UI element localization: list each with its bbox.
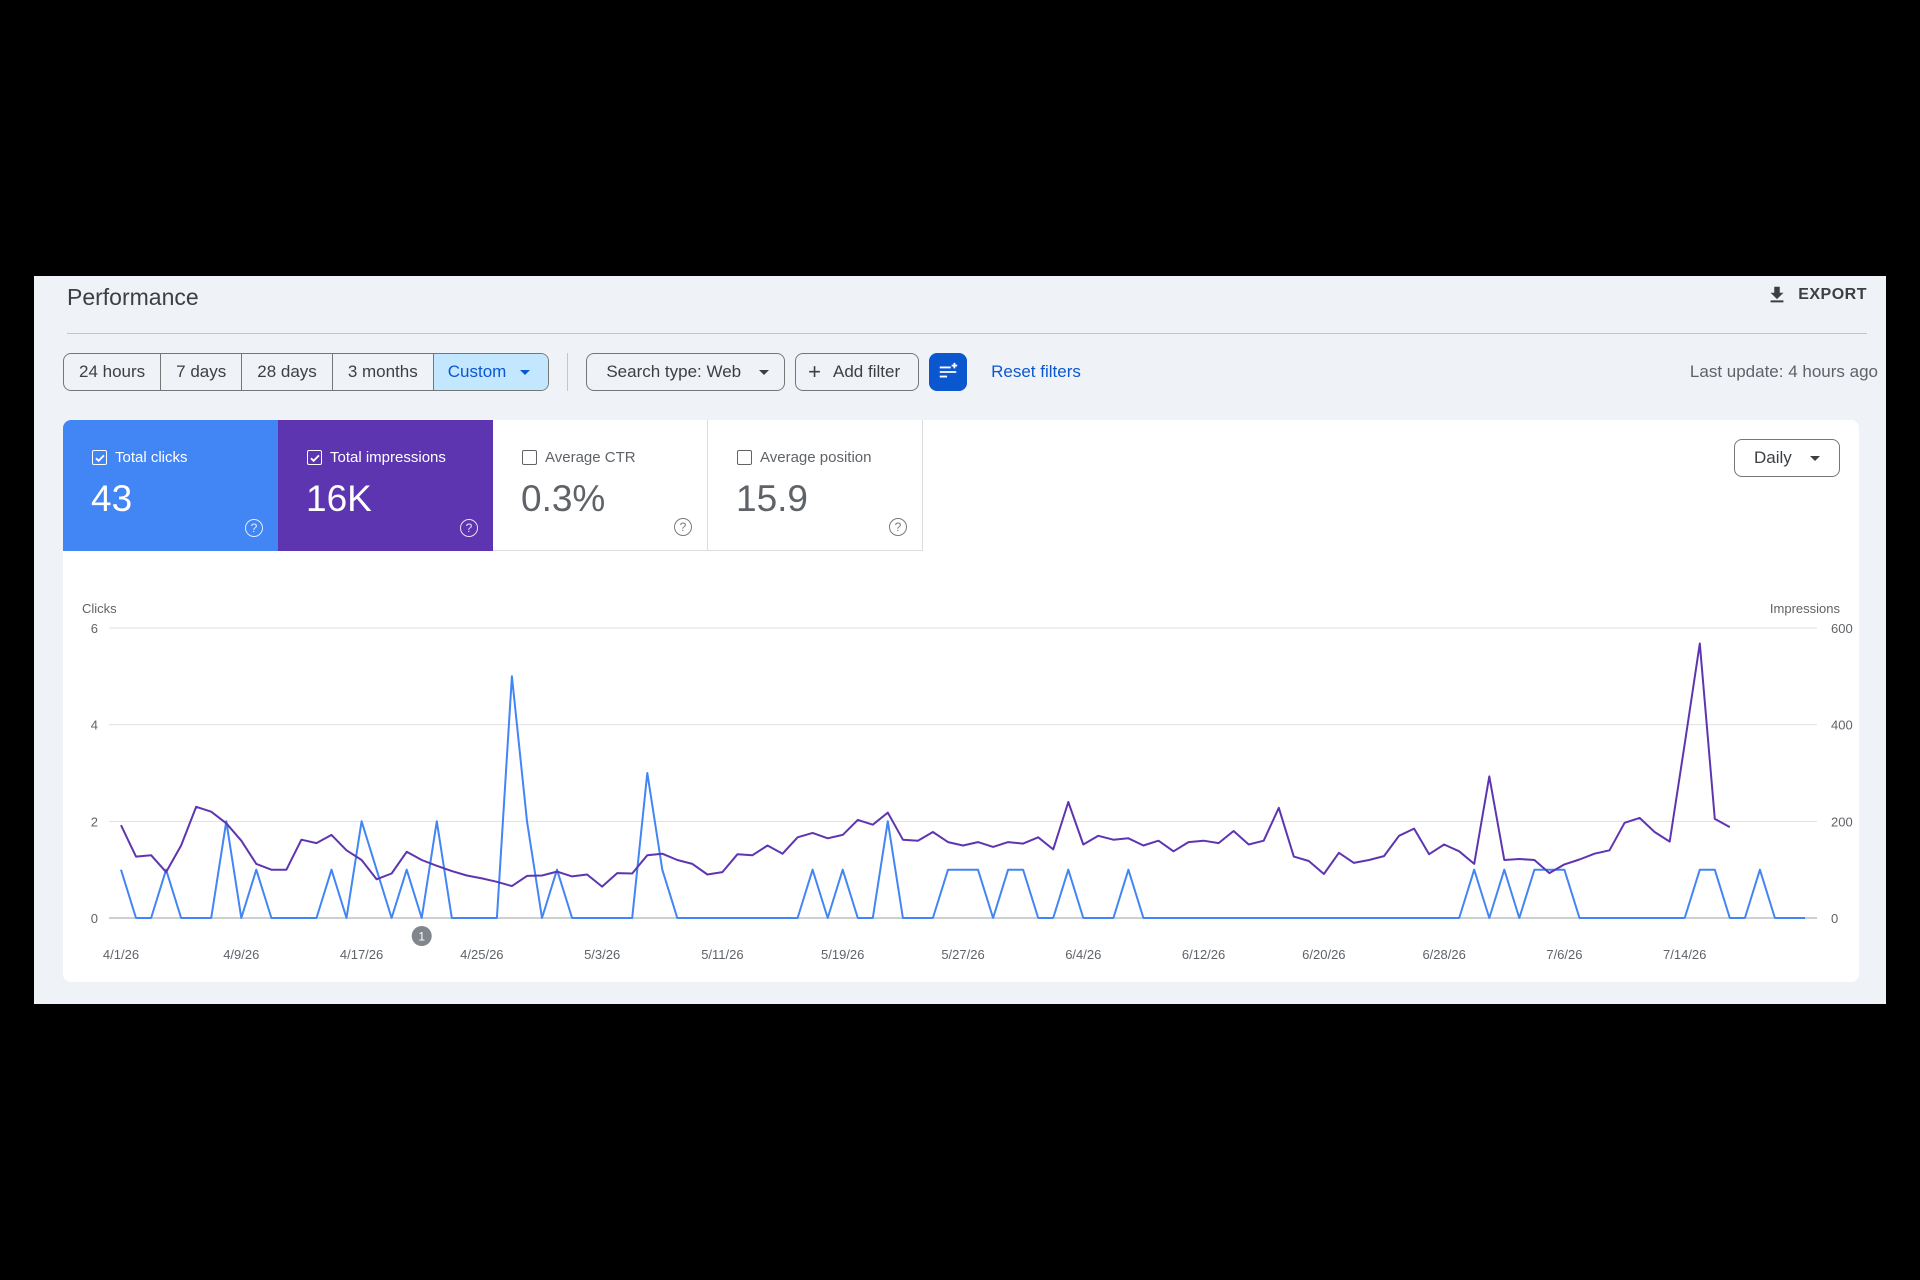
x-axis-tick-label: 5/19/26 — [821, 947, 864, 962]
filter-settings-button[interactable] — [929, 353, 968, 391]
left-axis-tick-label: 0 — [91, 911, 98, 926]
series-line-impressions — [120, 642, 1731, 888]
help-icon[interactable]: ? — [460, 519, 478, 537]
x-axis-tick-label: 4/1/26 — [103, 947, 139, 962]
metric-value: 0.3% — [521, 478, 606, 519]
help-icon[interactable]: ? — [245, 519, 263, 537]
x-axis-tick-label: 6/4/26 — [1065, 947, 1101, 962]
performance-card: Total clicks 43 ? Total impressions 16K … — [63, 420, 1859, 982]
metric-tile-header: Total impressions — [307, 449, 446, 466]
page-title: Performance — [67, 284, 199, 310]
caret-down-icon — [759, 369, 770, 375]
date-range-selector: 24 hours 7 days 28 days 3 months Custom — [63, 353, 550, 391]
add-filter-button[interactable]: + Add filter — [795, 353, 920, 391]
right-axis-tick-label: 200 — [1831, 814, 1853, 829]
range-custom-button[interactable]: Custom — [433, 354, 549, 390]
left-axis-label: Clicks — [82, 601, 117, 616]
performance-panel: Performance EXPORT 24 hours 7 days 28 da… — [34, 276, 1886, 1004]
left-axis-tick-label: 6 — [91, 621, 98, 636]
filter-sliders-icon — [939, 362, 958, 378]
right-axis-tick-label: 400 — [1831, 718, 1853, 733]
metric-label: Average CTR — [545, 449, 636, 466]
x-axis-tick-label: 7/14/26 — [1663, 947, 1706, 962]
x-axis-tick-label: 4/25/26 — [460, 947, 503, 962]
metric-tile-average-ctr[interactable]: Average CTR 0.3% ? — [493, 420, 708, 551]
x-axis-tick-label: 4/9/26 — [223, 947, 259, 962]
right-axis-tick-label: 0 — [1831, 911, 1838, 926]
range-7-days-button[interactable]: 7 days — [161, 354, 243, 390]
search-type-dropdown[interactable]: Search type: Web — [586, 353, 786, 391]
metric-value: 15.9 — [736, 478, 809, 519]
metric-tiles: Total clicks 43 ? Total impressions 16K … — [63, 420, 923, 551]
x-axis-tick-label: 6/28/26 — [1422, 947, 1465, 962]
x-axis-tick-label: 6/20/26 — [1302, 947, 1345, 962]
left-axis-tick-label: 2 — [91, 814, 98, 829]
caret-down-icon — [1809, 455, 1820, 461]
metric-tile-header: Total clicks — [92, 449, 188, 466]
reset-filters-link[interactable]: Reset filters — [991, 362, 1081, 381]
granularity-dropdown[interactable]: Daily — [1734, 439, 1840, 477]
right-axis-tick-label: 600 — [1831, 621, 1853, 636]
metric-value: 43 — [91, 478, 133, 519]
annotation-marker — [411, 926, 432, 946]
page-header: Performance EXPORT — [67, 276, 1867, 334]
metric-tile-header: Average position — [737, 449, 871, 466]
caret-down-icon — [520, 369, 531, 375]
checkbox-checked-icon[interactable] — [92, 450, 107, 465]
help-icon[interactable]: ? — [674, 518, 692, 536]
metric-label: Average position — [760, 449, 872, 466]
performance-chart: 0 2 4 6 0 200 400 600 Clicks Impressions 4/1/26 4/9… — [82, 601, 1853, 962]
range-24-hours-button[interactable]: 24 hours — [64, 354, 162, 390]
metric-tile-header: Average CTR — [522, 449, 636, 466]
last-update-text: Last update: 4 hours ago — [1689, 362, 1878, 381]
metric-value: 16K — [306, 478, 372, 519]
checkbox-unchecked-icon[interactable] — [737, 450, 752, 465]
left-axis-tick-label: 4 — [91, 718, 98, 733]
x-axis-tick-label: 7/6/26 — [1546, 947, 1582, 962]
range-28-days-button[interactable]: 28 days — [242, 354, 333, 390]
download-icon — [1770, 286, 1784, 303]
x-axis-tick-label: 5/27/26 — [941, 947, 984, 962]
export-label: EXPORT — [1798, 286, 1867, 303]
range-3-months-button[interactable]: 3 months — [333, 354, 434, 390]
metric-label: Total clicks — [115, 449, 188, 466]
plus-icon: + — [808, 359, 822, 384]
filter-toolbar: 24 hours 7 days 28 days 3 months Custom … — [63, 353, 1878, 391]
add-filter-label: Add filter — [833, 362, 901, 381]
series-line-clicks — [120, 675, 1805, 919]
annotation-label: 1 — [418, 930, 425, 944]
checkbox-checked-icon[interactable] — [307, 450, 322, 465]
granularity-label: Daily — [1754, 448, 1792, 467]
x-axis-tick-label: 5/3/26 — [584, 947, 620, 962]
metric-tile-total-impressions[interactable]: Total impressions 16K ? — [278, 420, 493, 551]
x-axis-tick-label: 5/11/26 — [701, 947, 743, 962]
x-axis-tick-label: 4/17/26 — [340, 947, 383, 962]
x-axis-tick-label: 6/12/26 — [1182, 947, 1225, 962]
search-type-label: Search type: Web — [606, 362, 742, 381]
checkbox-unchecked-icon[interactable] — [522, 450, 537, 465]
metric-tile-average-position[interactable]: Average position 15.9 ? — [708, 420, 923, 551]
right-axis-label: Impressions — [1770, 601, 1841, 616]
export-button[interactable]: EXPORT — [1766, 284, 1867, 306]
help-icon[interactable]: ? — [889, 518, 907, 536]
metric-label: Total impressions — [330, 449, 446, 466]
range-custom-label: Custom — [447, 362, 507, 381]
toolbar-divider — [567, 353, 569, 391]
metric-tile-total-clicks[interactable]: Total clicks 43 ? — [63, 420, 278, 551]
